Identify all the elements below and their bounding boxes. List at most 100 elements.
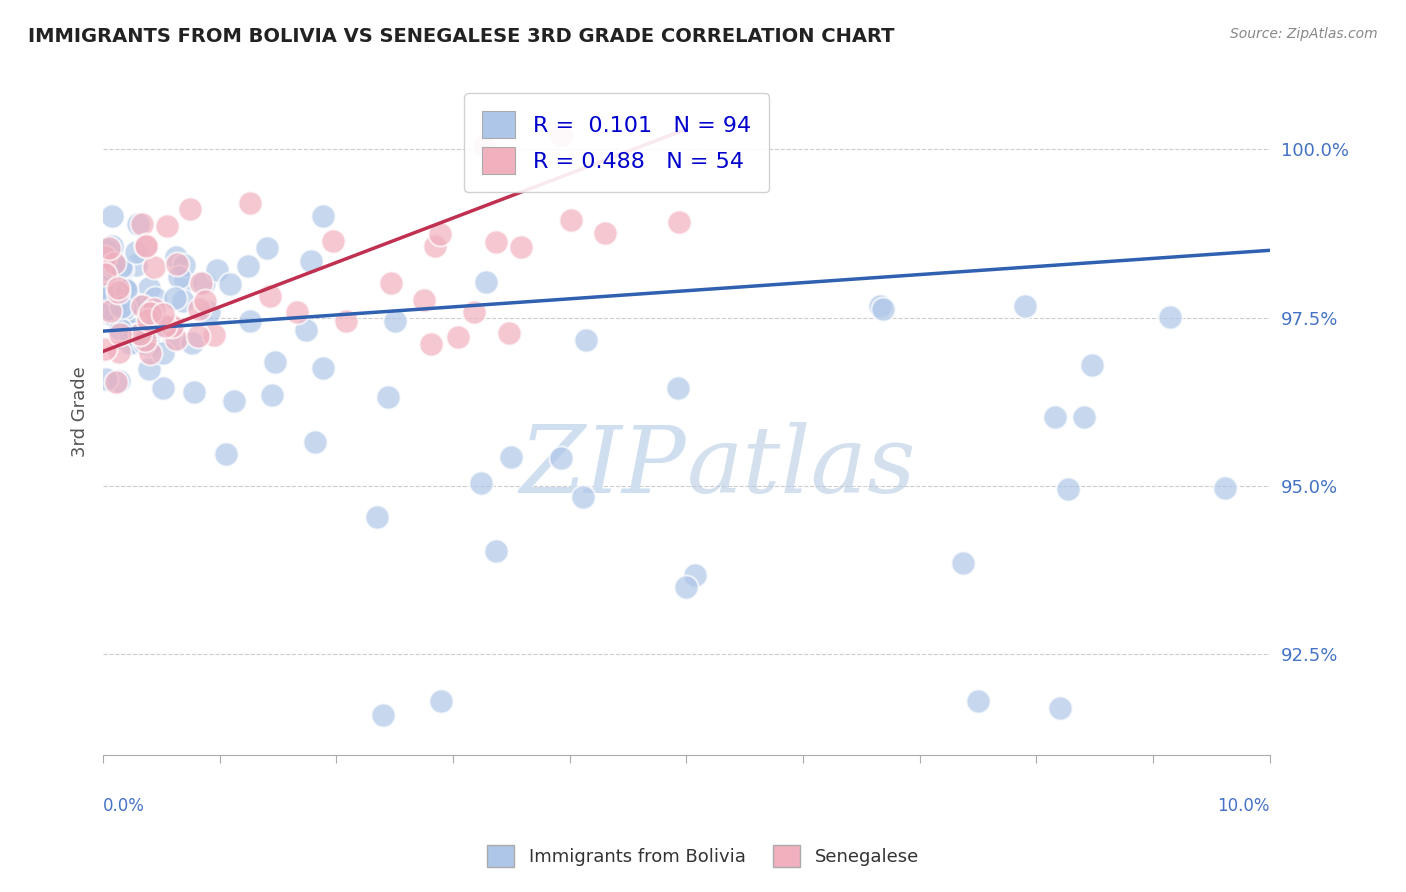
Point (111, 296, 134, 310)
Point (94, 252, 117, 267)
Point (967, 694, 990, 708)
Text: 0.0%: 0.0% (103, 797, 145, 814)
Point (115, 286, 138, 301)
Point (179, 202, 201, 216)
Point (172, 293, 194, 308)
Point (550, 450, 572, 465)
Point (188, 302, 211, 317)
Point (152, 346, 174, 360)
Point (1073, 409, 1095, 424)
Point (156, 219, 179, 234)
Point (312, 210, 335, 224)
Point (183, 384, 205, 399)
Point (134, 333, 156, 347)
Point (869, 299, 891, 313)
Point (181, 335, 204, 350)
Text: IMMIGRANTS FROM BOLIVIA VS SENEGALESE 3RD GRADE CORRELATION CHART: IMMIGRANTS FROM BOLIVIA VS SENEGALESE 3R… (28, 27, 894, 45)
Point (103, 256, 125, 270)
Point (952, 556, 974, 570)
Point (173, 258, 195, 272)
Point (1043, 410, 1066, 425)
Point (162, 318, 184, 333)
Point (138, 338, 160, 352)
Point (872, 301, 894, 316)
Point (108, 374, 131, 388)
Point (474, 275, 496, 289)
Point (194, 293, 217, 308)
Point (152, 307, 174, 321)
Point (124, 336, 146, 351)
Point (112, 281, 135, 295)
Point (1159, 310, 1181, 324)
Point (121, 320, 143, 334)
Point (94, 342, 117, 356)
Point (371, 708, 394, 723)
Point (112, 318, 135, 333)
Point (101, 247, 124, 261)
Point (429, 227, 451, 241)
Point (138, 280, 160, 294)
Point (136, 313, 159, 327)
Point (127, 298, 149, 312)
Point (110, 301, 132, 315)
Point (1049, 701, 1071, 715)
Point (108, 344, 131, 359)
Y-axis label: 3rd Grade: 3rd Grade (72, 367, 89, 458)
Point (131, 299, 153, 313)
Point (143, 291, 166, 305)
Point (193, 276, 215, 290)
Point (135, 237, 157, 252)
Point (322, 234, 344, 248)
Point (366, 510, 388, 524)
Text: Source: ZipAtlas.com: Source: ZipAtlas.com (1230, 27, 1378, 41)
Point (239, 195, 262, 210)
Point (470, 475, 492, 490)
Point (127, 334, 149, 349)
Point (384, 314, 406, 328)
Point (118, 336, 141, 351)
Point (498, 326, 520, 340)
Point (550, 128, 572, 142)
Point (134, 336, 156, 351)
Point (187, 329, 209, 343)
Point (125, 245, 148, 260)
Point (675, 580, 697, 594)
Point (335, 314, 357, 328)
Point (304, 435, 326, 450)
Point (98, 302, 121, 317)
Point (100, 239, 122, 253)
Point (238, 259, 260, 273)
Point (143, 320, 166, 334)
Point (239, 314, 262, 328)
Point (97, 267, 120, 281)
Point (135, 239, 157, 253)
Point (165, 332, 187, 346)
Point (111, 262, 134, 277)
Point (510, 240, 533, 254)
Point (98, 304, 121, 318)
Point (114, 301, 136, 315)
Point (202, 327, 225, 342)
Point (107, 280, 129, 294)
Point (198, 305, 221, 319)
Point (260, 388, 283, 402)
Text: atlas: atlas (686, 422, 915, 512)
Point (685, 567, 707, 582)
Point (101, 259, 124, 273)
Point (299, 254, 322, 268)
Point (593, 226, 616, 240)
Point (96, 294, 118, 309)
Point (166, 257, 188, 271)
Point (485, 235, 508, 249)
Point (218, 277, 240, 292)
Point (94, 372, 117, 386)
Point (485, 544, 508, 558)
Point (420, 337, 443, 351)
Point (103, 309, 125, 323)
Point (118, 324, 141, 338)
Point (1213, 482, 1236, 496)
Point (138, 362, 160, 376)
Point (668, 214, 690, 228)
Point (115, 283, 138, 297)
Point (205, 263, 228, 277)
